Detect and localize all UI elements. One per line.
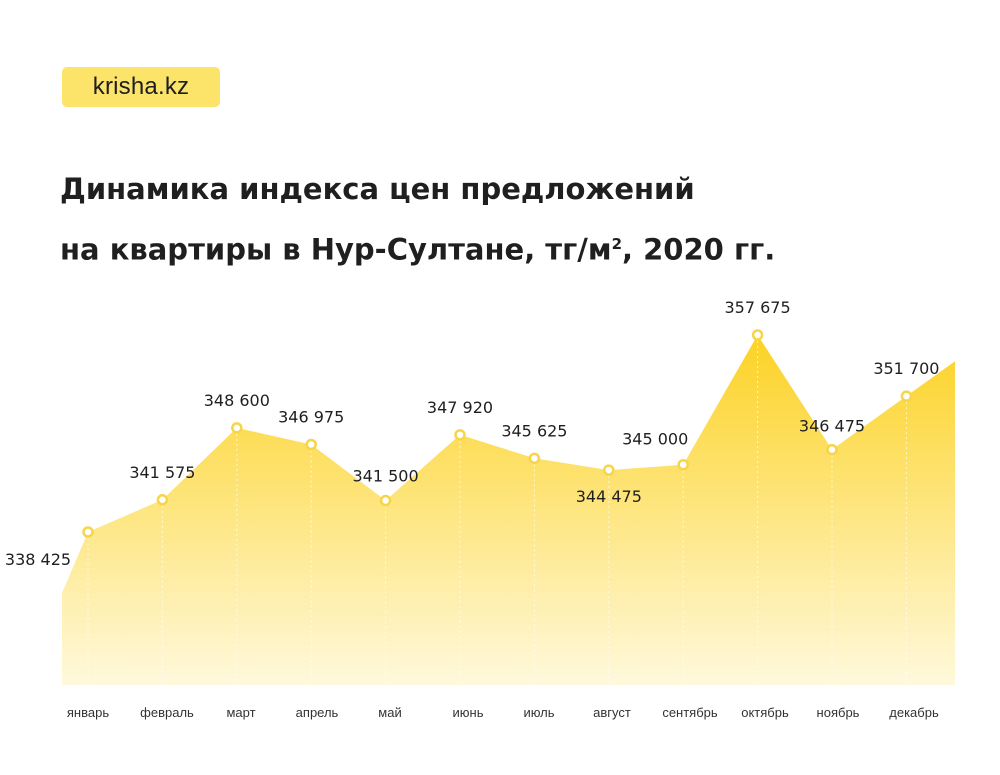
data-point-8	[677, 458, 689, 471]
x-tick-label-1: февраль	[140, 705, 194, 720]
x-tick-label-2: март	[226, 705, 255, 720]
x-tick-label-9: октябрь	[741, 705, 789, 720]
data-point-0	[82, 526, 94, 538]
x-tick-label-3: апрель	[296, 705, 339, 720]
data-point-6	[528, 452, 541, 465]
data-label-10: 346 475	[799, 417, 865, 436]
chart-title-line-2-main: на квартиры в Нур-Султане, тг/м	[60, 232, 612, 267]
krisha-logo: krisha.kz	[62, 67, 220, 107]
x-tick-label-6: июль	[523, 705, 554, 720]
data-label-7: 344 475	[576, 487, 642, 506]
data-label-5: 347 920	[427, 398, 493, 417]
x-tick-label-8: сентябрь	[662, 705, 718, 720]
data-point-2	[231, 422, 243, 434]
data-point-3	[305, 438, 317, 451]
data-point-10	[826, 443, 838, 456]
data-label-9: 357 675	[725, 298, 791, 317]
x-tick-label-10: ноябрь	[817, 705, 860, 720]
data-label-11: 351 700	[873, 359, 939, 378]
area-fill	[62, 335, 955, 685]
chart-title-superscript: 2	[611, 235, 623, 253]
data-point-1	[156, 494, 169, 506]
data-point-9	[751, 329, 764, 341]
data-point-7	[603, 464, 615, 476]
data-label-1: 341 575	[129, 463, 195, 482]
data-label-4: 341 500	[353, 467, 419, 486]
x-tick-label-0: январь	[67, 705, 109, 720]
data-label-2: 348 600	[204, 391, 270, 410]
data-point-4	[379, 494, 392, 507]
data-label-8: 345 000	[622, 430, 688, 449]
chart-title-line-2: на квартиры в Нур-Султане, тг/м2, 2020 г…	[60, 217, 775, 278]
x-tick-label-7: август	[593, 705, 631, 720]
data-point-11	[900, 390, 913, 402]
chart-title: Динамика индекса цен предложений на квар…	[60, 162, 775, 278]
x-tick-label-4: май	[378, 705, 401, 720]
data-label-0: 338 425	[5, 550, 71, 569]
data-point-5	[454, 429, 466, 441]
data-label-3: 346 975	[278, 408, 344, 427]
chart-title-line-2-tail: , 2020 гг.	[622, 232, 776, 267]
chart-title-line-1: Динамика индекса цен предложений	[60, 172, 695, 206]
data-label-6: 345 625	[501, 421, 567, 440]
x-tick-label-11: декабрь	[889, 705, 939, 720]
x-tick-label-5: июнь	[453, 705, 484, 720]
